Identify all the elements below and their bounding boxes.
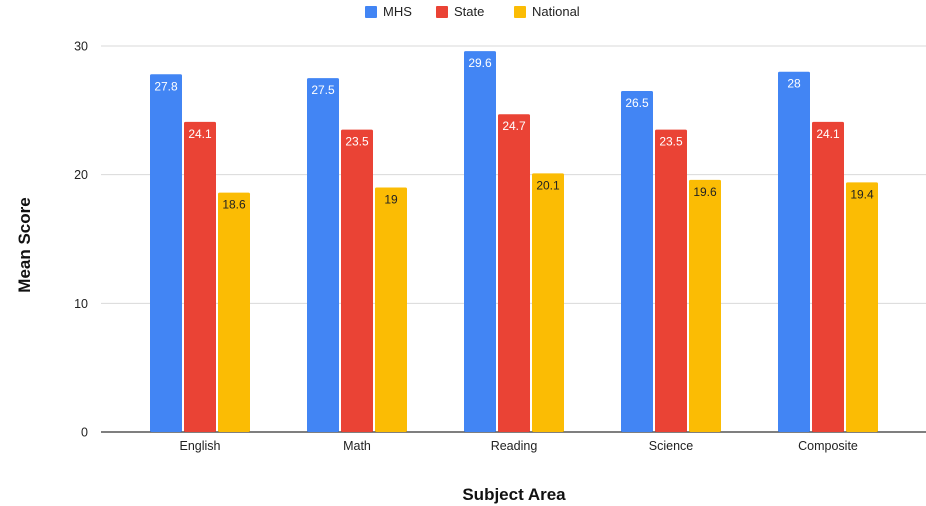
bar-mhs-reading <box>464 51 496 432</box>
data-label: 26.5 <box>625 96 649 110</box>
data-label: 29.6 <box>468 56 492 70</box>
bar-national-english <box>218 192 250 432</box>
legend-label-national: National <box>532 4 580 19</box>
legend-swatch-state <box>436 6 448 18</box>
data-label: 27.8 <box>154 79 178 93</box>
bar-mhs-science <box>621 91 653 433</box>
y-axis-ticks: 0 10 20 30 <box>74 40 88 440</box>
y-tick-label: 10 <box>74 297 88 311</box>
y-tick-label: 20 <box>74 168 88 182</box>
data-label: 24.7 <box>502 119 526 133</box>
bar-state-reading <box>498 114 530 433</box>
bar-national-composite <box>846 182 878 432</box>
data-label: 24.1 <box>816 127 840 141</box>
bars: 27.8 24.1 18.6 27.5 23.5 19 29.6 24.7 20.1 26.5 23… <box>150 51 878 433</box>
bar-national-reading <box>532 173 564 432</box>
y-axis-title: Mean Score <box>15 197 34 292</box>
y-tick-label: 0 <box>81 426 88 440</box>
x-axis-ticks: English Math Reading Science Composite <box>180 439 858 453</box>
bar-state-math <box>341 129 373 432</box>
legend-label-mhs: MHS <box>383 4 412 19</box>
data-label: 18.6 <box>222 198 246 212</box>
data-label: 23.5 <box>345 135 369 149</box>
bar-national-math <box>375 187 407 432</box>
bar-mhs-math <box>307 78 339 433</box>
data-label: 24.1 <box>188 127 212 141</box>
data-label: 27.5 <box>311 83 335 97</box>
bar-mhs-composite <box>778 71 810 432</box>
x-tick-label: Science <box>649 439 694 453</box>
bar-state-science <box>655 129 687 432</box>
y-tick-label: 30 <box>74 40 88 54</box>
x-tick-label: Math <box>343 439 371 453</box>
data-label: 19.4 <box>850 187 874 201</box>
data-label: 28 <box>787 77 801 91</box>
data-label: 19 <box>384 193 398 207</box>
data-label: 20.1 <box>536 178 560 192</box>
legend-label-state: State <box>454 4 484 19</box>
legend-swatch-national <box>514 6 526 18</box>
bar-mhs-english <box>150 74 182 432</box>
x-axis-title: Subject Area <box>462 485 566 504</box>
x-tick-label: English <box>180 439 221 453</box>
x-tick-label: Reading <box>491 439 538 453</box>
bar-national-science <box>689 179 721 432</box>
legend: MHS State National <box>365 4 580 19</box>
data-label: 19.6 <box>693 185 717 199</box>
bar-state-composite <box>812 121 844 432</box>
bar-state-english <box>184 121 216 432</box>
x-tick-label: Composite <box>798 439 858 453</box>
legend-swatch-mhs <box>365 6 377 18</box>
data-label: 23.5 <box>659 135 683 149</box>
